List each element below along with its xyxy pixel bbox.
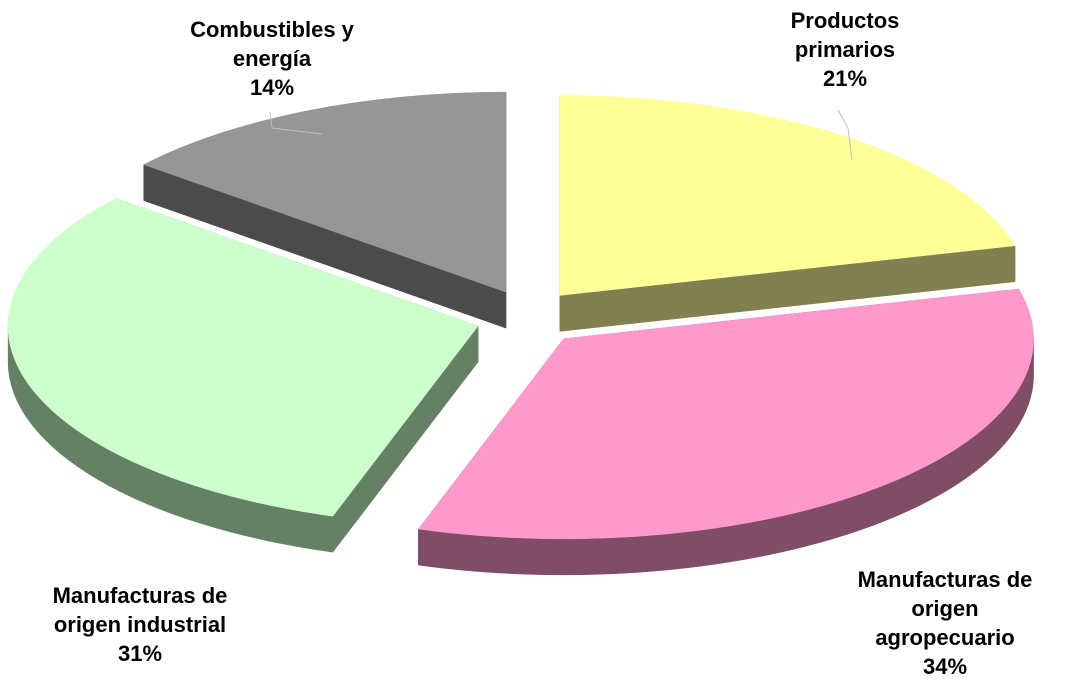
pie-slice-tops [7,91,1034,540]
label-manufacturas-agropecuario: Manufacturas de origen agropecuario 34% [835,565,1055,681]
slice-name-line: energía [232,46,312,71]
slice-percent: 14% [249,75,295,100]
pie-slice-combustibles-energia [143,91,507,293]
pie-slice-manufacturas-industrial [7,198,479,517]
slice-percent: 21% [822,66,868,91]
label-productos-primarios: Productos primarios 21% [745,6,945,93]
leader-line-productos-primarios [837,109,853,161]
slice-name-line: origen [911,596,979,621]
leader-line-combustibles-energia [269,111,323,135]
slice-percent: 34% [922,654,968,679]
slice-name-line: agropecuario [875,625,1015,650]
pie-slice-productos-primarios [559,95,1016,296]
label-combustibles-energia: Combustibles y energía 14% [172,15,372,102]
slice-percent: 31% [117,641,163,666]
slice-name-line: origen industrial [53,612,227,637]
slice-name-line: Combustibles y [190,17,354,42]
pie-slice-manufacturas-agropecuario [417,288,1034,540]
leader-lines [269,109,853,161]
slice-name-line: Productos [790,8,900,33]
slice-name-line: Manufacturas de [857,567,1033,592]
label-manufacturas-industrial: Manufacturas de origen industrial 31% [30,581,250,668]
slice-name-line: primarios [794,37,896,62]
slice-name-line: Manufacturas de [52,583,228,608]
